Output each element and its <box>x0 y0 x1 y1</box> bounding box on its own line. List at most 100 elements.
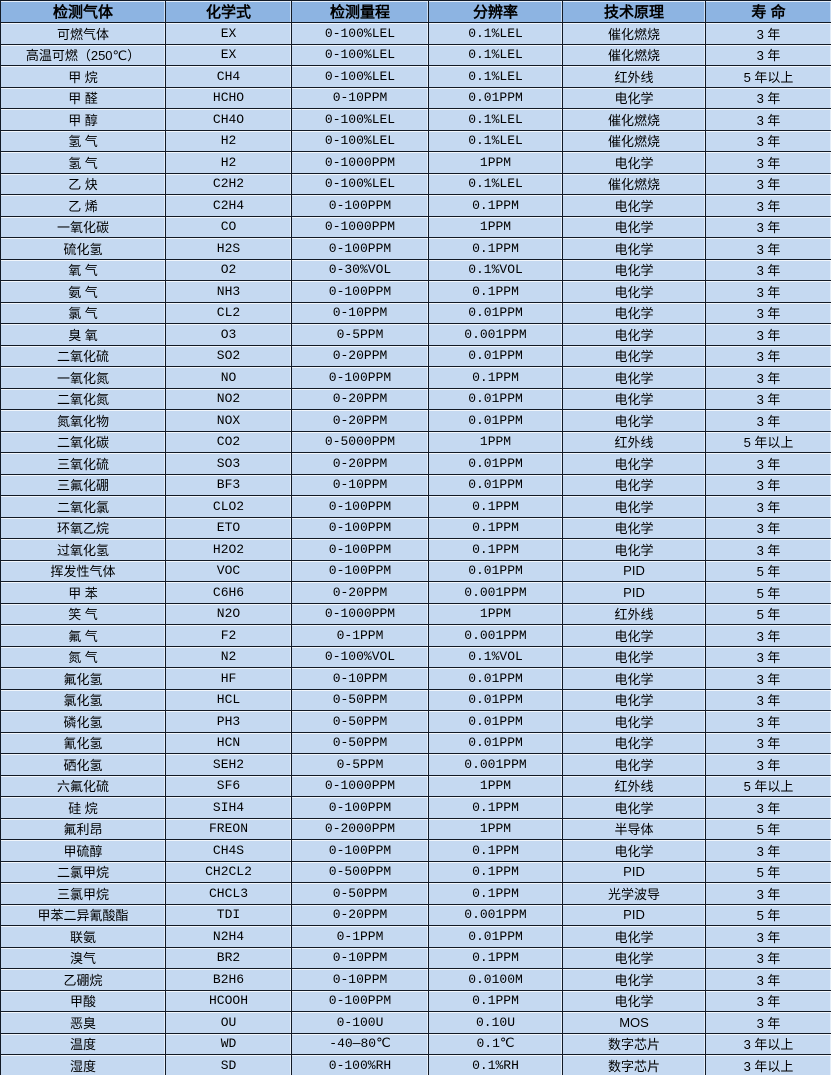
lifespan-cell: 3 年 <box>705 796 831 819</box>
table-row: 乙 炔 C2H2 0-100%LEL 0.1%LEL 催化燃烧 3 年 <box>0 172 831 195</box>
detection-range-cell: 0-20PPM <box>291 387 429 410</box>
header-row: 检测气体 化学式 检测量程 分辨率 技术原理 寿 命 <box>0 0 831 23</box>
technology-principle-cell: 红外线 <box>562 430 706 453</box>
gas-name-cell: 三氟化硼 <box>0 473 166 496</box>
detection-range-cell: 0-100%LEL <box>291 22 429 45</box>
chemical-formula-cell: CH4 <box>165 65 292 88</box>
chemical-formula-cell: CLO2 <box>165 495 292 518</box>
table-row: 硫化氢 H2S 0-100PPM 0.1PPM 电化学 3 年 <box>0 237 831 260</box>
gas-name-cell: 氰化氢 <box>0 731 166 754</box>
gas-name-cell: 二氧化氯 <box>0 495 166 518</box>
gas-name-cell: 温度 <box>0 1032 166 1055</box>
table-row: 一氧化碳 CO 0-1000PPM 1PPM 电化学 3 年 <box>0 215 831 238</box>
chemical-formula-cell: SD <box>165 1054 292 1075</box>
lifespan-cell: 3 年以上 <box>705 1054 831 1075</box>
technology-principle-cell: 电化学 <box>562 538 706 561</box>
gas-name-cell: 一氧化碳 <box>0 215 166 238</box>
chemical-formula-cell: HF <box>165 667 292 690</box>
detection-range-cell: 0-10PPM <box>291 301 429 324</box>
header-chemical-formula: 化学式 <box>165 0 292 23</box>
gas-name-cell: 甲酸 <box>0 989 166 1012</box>
lifespan-cell: 3 年 <box>705 968 831 991</box>
table-row: 溴气 BR2 0-10PPM 0.1PPM 电化学 3 年 <box>0 946 831 969</box>
technology-principle-cell: 电化学 <box>562 215 706 238</box>
technology-principle-cell: 催化燃烧 <box>562 108 706 131</box>
resolution-cell: 0.1PPM <box>428 280 563 303</box>
table-row: 氰化氢 HCN 0-50PPM 0.01PPM 电化学 3 年 <box>0 731 831 754</box>
technology-principle-cell: 电化学 <box>562 667 706 690</box>
table-row: 磷化氢 PH3 0-50PPM 0.01PPM 电化学 3 年 <box>0 710 831 733</box>
lifespan-cell: 3 年 <box>705 667 831 690</box>
lifespan-cell: 3 年 <box>705 1011 831 1034</box>
detection-range-cell: 0-10PPM <box>291 968 429 991</box>
technology-principle-cell: PID <box>562 559 706 582</box>
gas-name-cell: 氨 气 <box>0 280 166 303</box>
lifespan-cell: 3 年 <box>705 409 831 432</box>
chemical-formula-cell: H2S <box>165 237 292 260</box>
table-row: 氮 气 N2 0-100%VOL 0.1%VOL 电化学 3 年 <box>0 645 831 668</box>
lifespan-cell: 3 年 <box>705 710 831 733</box>
chemical-formula-cell: H2 <box>165 129 292 152</box>
gas-name-cell: 氢 气 <box>0 151 166 174</box>
gas-name-cell: 恶臭 <box>0 1011 166 1034</box>
table-row: 三氧化硫 SO3 0-20PPM 0.01PPM 电化学 3 年 <box>0 452 831 475</box>
resolution-cell: 0.01PPM <box>428 452 563 475</box>
chemical-formula-cell: O2 <box>165 258 292 281</box>
technology-principle-cell: 催化燃烧 <box>562 43 706 66</box>
table-row: 过氧化氢 H2O2 0-100PPM 0.1PPM 电化学 3 年 <box>0 538 831 561</box>
resolution-cell: 0.001PPM <box>428 753 563 776</box>
chemical-formula-cell: NOX <box>165 409 292 432</box>
detection-range-cell: 0-30%VOL <box>291 258 429 281</box>
detection-range-cell: 0-100PPM <box>291 194 429 217</box>
lifespan-cell: 5 年 <box>705 602 831 625</box>
lifespan-cell: 3 年 <box>705 925 831 948</box>
detection-range-cell: 0-5PPM <box>291 323 429 346</box>
table-row: 臭 氧 O3 0-5PPM 0.001PPM 电化学 3 年 <box>0 323 831 346</box>
chemical-formula-cell: SEH2 <box>165 753 292 776</box>
gas-name-cell: 甲苯二异氰酸酯 <box>0 903 166 926</box>
chemical-formula-cell: N2 <box>165 645 292 668</box>
chemical-formula-cell: TDI <box>165 903 292 926</box>
detection-range-cell: 0-100%LEL <box>291 172 429 195</box>
technology-principle-cell: 光学波导 <box>562 882 706 905</box>
chemical-formula-cell: O3 <box>165 323 292 346</box>
chemical-formula-cell: N2H4 <box>165 925 292 948</box>
resolution-cell: 0.001PPM <box>428 903 563 926</box>
detection-range-cell: 0-100PPM <box>291 516 429 539</box>
table-row: 环氧乙烷 ETO 0-100PPM 0.1PPM 电化学 3 年 <box>0 516 831 539</box>
lifespan-cell: 5 年以上 <box>705 774 831 797</box>
chemical-formula-cell: SO3 <box>165 452 292 475</box>
detection-range-cell: 0-1PPM <box>291 925 429 948</box>
detection-range-cell: 0-100PPM <box>291 559 429 582</box>
header-gas-name: 检测气体 <box>0 0 166 23</box>
resolution-cell: 0.1PPM <box>428 366 563 389</box>
chemical-formula-cell: EX <box>165 43 292 66</box>
gas-name-cell: 氮氧化物 <box>0 409 166 432</box>
lifespan-cell: 3 年 <box>705 172 831 195</box>
technology-principle-cell: MOS <box>562 1011 706 1034</box>
resolution-cell: 0.1PPM <box>428 839 563 862</box>
resolution-cell: 0.01PPM <box>428 473 563 496</box>
detection-range-cell: 0-5PPM <box>291 753 429 776</box>
technology-principle-cell: 电化学 <box>562 710 706 733</box>
chemical-formula-cell: CH4S <box>165 839 292 862</box>
gas-name-cell: 氯化氢 <box>0 688 166 711</box>
gas-name-cell: 二氧化碳 <box>0 430 166 453</box>
lifespan-cell: 3 年 <box>705 108 831 131</box>
detection-range-cell: 0-10PPM <box>291 86 429 109</box>
header-detection-range: 检测量程 <box>291 0 429 23</box>
detection-range-cell: 0-100%RH <box>291 1054 429 1075</box>
gas-name-cell: 乙 炔 <box>0 172 166 195</box>
gas-name-cell: 氢 气 <box>0 129 166 152</box>
chemical-formula-cell: VOC <box>165 559 292 582</box>
technology-principle-cell: 电化学 <box>562 323 706 346</box>
table-row: 氮氧化物 NOX 0-20PPM 0.01PPM 电化学 3 年 <box>0 409 831 432</box>
detection-range-cell: 0-100PPM <box>291 495 429 518</box>
lifespan-cell: 3 年 <box>705 688 831 711</box>
lifespan-cell: 3 年 <box>705 43 831 66</box>
resolution-cell: 1PPM <box>428 774 563 797</box>
table-row: 乙 烯 C2H4 0-100PPM 0.1PPM 电化学 3 年 <box>0 194 831 217</box>
table-row: 甲酸 HCOOH 0-100PPM 0.1PPM 电化学 3 年 <box>0 989 831 1012</box>
resolution-cell: 0.01PPM <box>428 387 563 410</box>
